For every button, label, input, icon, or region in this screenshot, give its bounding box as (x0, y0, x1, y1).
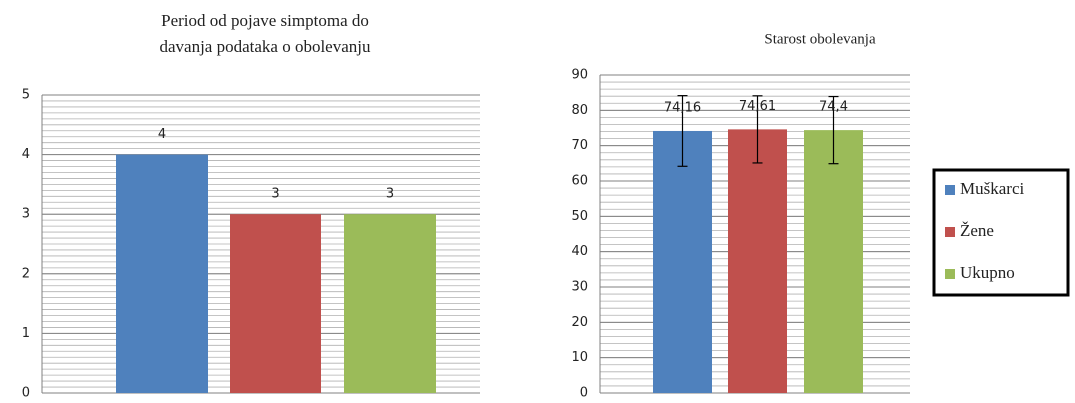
y-tick-label: 90 (571, 68, 588, 83)
legend-swatch (945, 269, 955, 279)
y-tick-label: 10 (571, 350, 588, 365)
legend-swatch (945, 185, 955, 195)
legend-label: Muškarci (960, 179, 1024, 198)
y-tick-label: 2 (22, 266, 30, 281)
legend-label: Žene (960, 221, 994, 240)
y-tick-label: 1 (22, 326, 30, 341)
value-label: 74,4 (819, 100, 848, 115)
bar (804, 130, 863, 393)
y-tick-label: 5 (22, 88, 30, 103)
chart-title: Period od pojave simptoma do (161, 11, 369, 30)
bar (344, 214, 436, 393)
y-tick-label: 0 (580, 386, 588, 401)
value-label: 3 (386, 187, 394, 202)
y-tick-label: 50 (571, 209, 588, 224)
bar (116, 154, 208, 393)
y-tick-label: 30 (571, 280, 588, 295)
y-tick-label: 0 (22, 386, 30, 401)
legend-box (932, 168, 1070, 297)
value-label: 74,61 (739, 99, 776, 114)
chart-title: Starost obolevanja (764, 31, 876, 47)
y-tick-label: 80 (571, 103, 588, 118)
chart-title: davanja podataka o obolevanju (159, 37, 371, 56)
bar (728, 129, 787, 394)
value-label: 74,16 (664, 100, 701, 115)
y-tick-label: 70 (571, 138, 588, 153)
bar (653, 130, 712, 393)
legend-label: Ukupno (960, 263, 1015, 282)
y-tick-label: 3 (22, 207, 30, 222)
bar (230, 214, 321, 393)
legend-swatch (945, 227, 955, 237)
y-tick-label: 40 (571, 244, 588, 259)
y-tick-label: 4 (22, 147, 30, 162)
value-label: 4 (158, 127, 166, 142)
y-tick-label: 60 (571, 174, 588, 189)
y-tick-label: 20 (571, 315, 588, 330)
value-label: 3 (271, 187, 279, 202)
